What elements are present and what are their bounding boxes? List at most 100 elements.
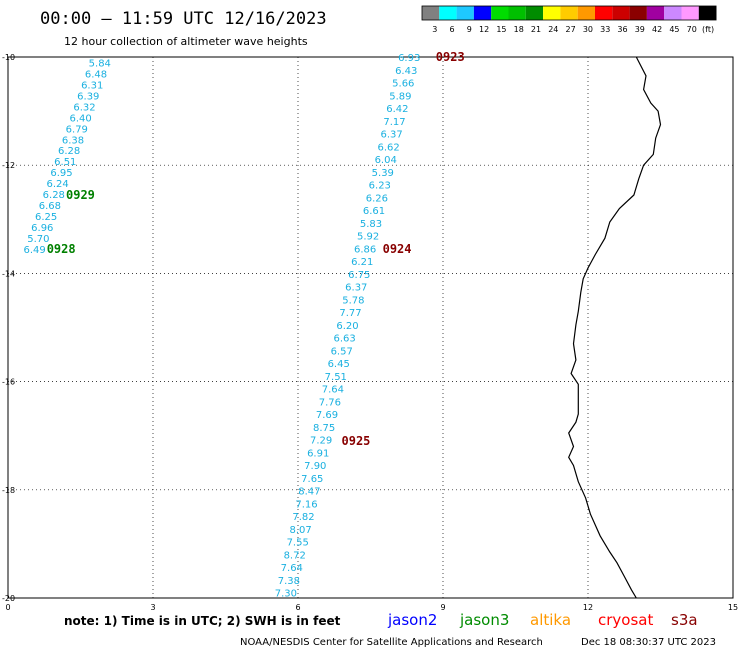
swh-value: 6.26 — [366, 193, 388, 204]
swh-value: 6.25 — [35, 212, 57, 223]
legend-label: 15 — [496, 25, 506, 34]
legend-label: 39 — [635, 25, 645, 34]
gridlines — [8, 57, 733, 598]
chart-title: 00:00 – 11:59 UTC 12/16/2023 — [40, 9, 327, 29]
swh-value: 5.83 — [360, 219, 382, 230]
legend-swatch — [473, 6, 492, 20]
swh-value: 6.91 — [307, 448, 329, 459]
y-tick-label: -18 — [2, 486, 15, 495]
swh-value: 6.62 — [377, 142, 399, 153]
swh-value: 7.64 — [281, 563, 303, 574]
legend-label: 33 — [600, 25, 610, 34]
swh-value: 6.38 — [62, 135, 84, 146]
swh-value: 6.37 — [380, 130, 402, 141]
swh-value: 6.04 — [375, 155, 397, 166]
swh-value: 5.84 — [89, 58, 111, 69]
swh-value: 7.90 — [304, 461, 326, 472]
swh-value: 5.66 — [392, 79, 414, 90]
pass-label: 0925 — [342, 434, 371, 448]
swh-value: 6.23 — [369, 181, 391, 192]
legend-label: 27 — [566, 25, 576, 34]
y-tick-label: -14 — [2, 269, 15, 278]
swh-value: 6.31 — [81, 80, 103, 91]
swh-value: 5.89 — [389, 91, 411, 102]
x-tick-label: 3 — [150, 603, 155, 612]
swh-value: 7.17 — [383, 117, 405, 128]
swh-value: 6.45 — [328, 359, 350, 370]
pass-label: 0928 — [47, 242, 76, 256]
swh-value: 7.65 — [301, 474, 323, 485]
legend-label: 36 — [617, 25, 627, 34]
swh-value: 6.75 — [348, 270, 370, 281]
coastline — [568, 56, 662, 599]
satellite-name: altika — [530, 611, 571, 629]
swh-value: 7.77 — [339, 308, 361, 319]
legend-swatch — [560, 6, 578, 20]
swh-value: 6.32 — [73, 102, 95, 113]
legend-label: 70 — [687, 25, 697, 34]
swh-value: 7.51 — [325, 372, 347, 383]
swh-value: 6.86 — [354, 244, 376, 255]
legend-border — [421, 5, 717, 21]
y-tick-label: -20 — [2, 594, 15, 603]
legend-label: 21 — [531, 25, 541, 34]
legend-swatch — [491, 6, 509, 20]
swh-value: 5.70 — [27, 234, 49, 245]
legend-label: 42 — [652, 25, 662, 34]
satellite-name: jason3 — [459, 611, 509, 629]
pass-label: 0924 — [383, 242, 412, 256]
legend-swatch — [629, 6, 647, 20]
swh-value: 7.30 — [275, 589, 297, 600]
swh-value: 8.07 — [289, 525, 311, 536]
x-tick-label: 15 — [728, 603, 738, 612]
swh-value: 6.39 — [77, 91, 99, 102]
footer-credit: NOAA/NESDIS Center for Satellite Applica… — [240, 637, 543, 648]
y-tick-label: -10 — [2, 53, 15, 62]
satellite-name: jason2 — [387, 611, 437, 629]
pass-label: 0923 — [436, 50, 465, 64]
swh-value: 7.55 — [287, 538, 309, 549]
swh-value: 6.48 — [85, 69, 107, 80]
swh-value: 6.28 — [58, 146, 80, 157]
legend-swatch — [525, 6, 544, 20]
swh-value: 6.20 — [336, 321, 358, 332]
legend-label: 24 — [548, 25, 558, 34]
legend-label: 12 — [479, 25, 489, 34]
swh-value: 6.24 — [46, 179, 68, 190]
swh-value: 6.63 — [333, 334, 355, 345]
swh-value: 6.57 — [331, 346, 353, 357]
swh-value: 7.69 — [316, 410, 338, 421]
plot-frame — [7, 56, 734, 599]
x-tick-label: 0 — [5, 603, 10, 612]
swh-value: 8.47 — [298, 487, 320, 498]
plot-area: 0 3 6 9 12 15-10-12-14-16-18-20 6.936.435.665… — [2, 50, 738, 612]
satellite-name: s3a — [671, 611, 698, 629]
swh-value: 7.76 — [319, 397, 341, 408]
swh-value: 7.29 — [310, 436, 332, 447]
legend-label: (ft) — [702, 25, 714, 34]
swh-value: 7.64 — [322, 385, 344, 396]
legend-swatch — [439, 6, 457, 20]
legend-label: 18 — [514, 25, 524, 34]
x-tick-label: 9 — [440, 603, 445, 612]
satellite-legend: jason2 jason3 altika cryosat s3a — [387, 611, 698, 629]
legend-swatch — [508, 6, 526, 20]
legend-swatch — [422, 6, 440, 20]
swh-value: 6.61 — [363, 206, 385, 217]
legend-swatch — [577, 6, 595, 20]
swh-value: 8.72 — [284, 550, 306, 561]
legend-swatch — [646, 6, 665, 20]
legend-label: 3 — [432, 25, 437, 34]
chart-subtitle: 12 hour collection of altimeter wave hei… — [64, 35, 308, 48]
legend-swatch — [664, 6, 682, 20]
swh-value: 6.49 — [23, 245, 45, 256]
swh-value: 6.96 — [31, 223, 53, 234]
swh-value: 5.39 — [372, 168, 394, 179]
legend-label: 9 — [467, 25, 472, 34]
pass-labels: 0923 0924 0925 0929 0928 — [47, 50, 465, 448]
legend-swatch — [543, 6, 561, 20]
swh-value: 6.42 — [386, 104, 408, 115]
satellite-name: cryosat — [598, 611, 653, 629]
swh-value: 6.51 — [54, 157, 76, 168]
satellite-tracks: 6.936.435.665.896.427.176.376.626.045.39… — [23, 53, 420, 600]
